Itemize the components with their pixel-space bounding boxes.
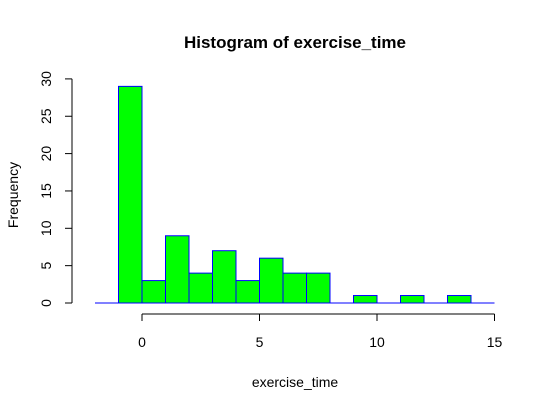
histogram-bar [400,295,425,304]
histogram-bar [188,272,213,304]
x-axis: 0 5 10 15 [138,313,503,350]
histogram-bar [259,257,284,304]
y-tick-label: 10 [38,220,54,236]
y-tick-label: 25 [38,108,54,124]
histogram-bar [165,235,190,304]
y-axis-label: Frequency [5,162,21,228]
histogram-bar [212,250,237,304]
y-axis: 0 5 10 15 20 25 30 [38,71,73,307]
y-tick-label: 15 [38,183,54,199]
histogram-bar [235,280,260,304]
y-tick-label: 5 [38,262,54,270]
histogram-bar [282,272,307,304]
x-tick-label: 10 [369,334,385,350]
histogram-bar [306,272,331,304]
histogram-bar [141,280,166,304]
y-tick-label: 30 [38,71,54,87]
bars-group [95,85,495,304]
x-tick-label: 5 [256,334,264,350]
histogram-bar [118,85,143,304]
x-axis-label: exercise_time [252,374,339,390]
x-tick-label: 15 [487,334,503,350]
histogram-bar [353,295,378,304]
chart-title: Histogram of exercise_time [184,33,406,52]
y-tick-label: 20 [38,146,54,162]
y-tick-label: 0 [38,299,54,307]
x-tick-label: 0 [138,334,146,350]
histogram-bar [447,295,472,304]
